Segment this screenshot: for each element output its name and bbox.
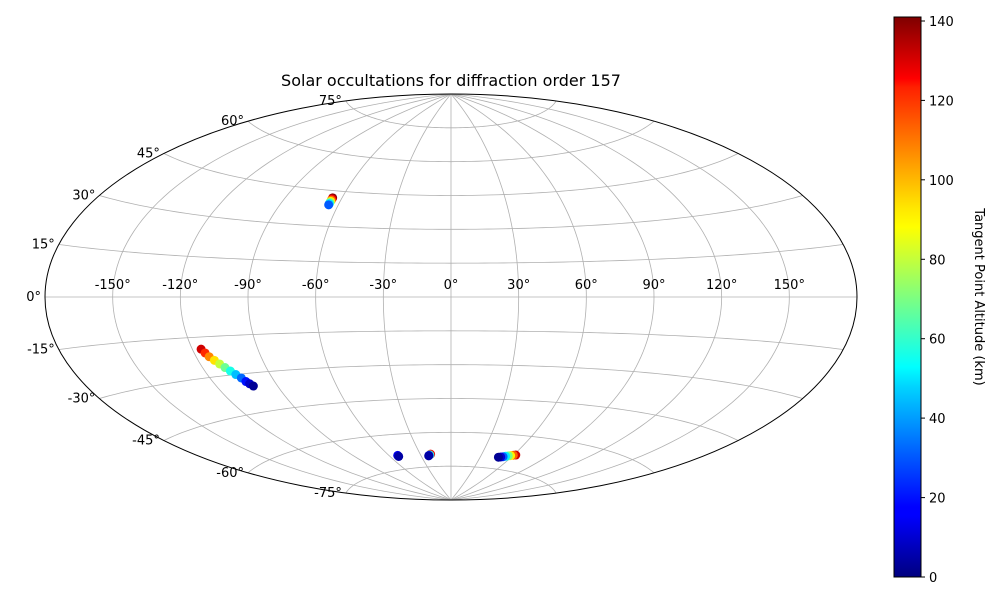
- occultation-track: [196, 344, 258, 391]
- parallel-line: [58, 330, 844, 350]
- parallel-line: [247, 120, 655, 163]
- latitude-tick-labels: 75° 60° 45° 30° 15° 0° -15° -30° -45° -60° -75°: [26, 94, 342, 501]
- parallel-line: [345, 465, 557, 494]
- longitude-tick-label: -150°: [95, 278, 131, 293]
- occultation-track: [424, 449, 436, 461]
- latitude-tick-label: -60°: [216, 466, 244, 481]
- data-point: [424, 451, 434, 461]
- parallel-line: [247, 431, 655, 474]
- colorbar-tick-label: 100: [929, 174, 954, 189]
- longitude-tick-label: -30°: [369, 278, 397, 293]
- longitude-tick-label: 120°: [706, 278, 737, 293]
- latitude-tick-label: -15°: [27, 343, 55, 358]
- colorbar-gradient: [893, 16, 922, 578]
- colorbar-ticks: 0 20 40 60 80 100 120 140: [921, 15, 954, 586]
- colorbar-tick-label: 80: [929, 253, 946, 268]
- longitude-tick-label: -60°: [302, 278, 330, 293]
- data-point: [394, 451, 404, 461]
- colorbar-tick-label: 60: [929, 333, 946, 348]
- longitude-tick-label: 150°: [774, 278, 805, 293]
- latitude-tick-label: -75°: [314, 486, 342, 501]
- map-boundary: [44, 93, 858, 501]
- colorbar-tick-label: 120: [929, 94, 954, 109]
- longitude-tick-label: 60°: [575, 278, 598, 293]
- latitude-tick-label: 45°: [137, 147, 160, 162]
- longitude-tick-label: 90°: [642, 278, 665, 293]
- colorbar-tick-label: 20: [929, 492, 946, 507]
- latitude-tick-label: -45°: [132, 434, 160, 449]
- parallel-line: [163, 153, 739, 196]
- parallel-line: [58, 244, 844, 264]
- occultation-track: [393, 450, 404, 461]
- parallel-line: [163, 398, 739, 441]
- latitude-tick-label: 30°: [72, 189, 95, 204]
- data-points: [196, 193, 521, 462]
- latitude-tick-label: 60°: [221, 114, 244, 129]
- latitude-tick-label: -30°: [68, 392, 96, 407]
- longitude-tick-label: -90°: [234, 278, 262, 293]
- parallel-line: [345, 100, 557, 129]
- map-grid: [45, 94, 857, 500]
- latitude-tick-label: 0°: [26, 290, 41, 305]
- data-point: [248, 381, 258, 391]
- parallel-line: [99, 364, 803, 399]
- longitude-tick-label: 30°: [507, 278, 530, 293]
- parallel-line: [99, 195, 803, 230]
- colorbar-label: Tangent Point Altitude (km): [971, 207, 986, 385]
- latitude-tick-label: 15°: [32, 238, 55, 253]
- occultation-track: [324, 193, 338, 210]
- longitude-tick-label: -120°: [162, 278, 198, 293]
- colorbar-tick-label: 40: [929, 412, 946, 427]
- latitude-tick-label: 75°: [319, 94, 342, 109]
- chart-title: Solar occultations for diffraction order…: [281, 71, 621, 90]
- occultation-track: [493, 450, 521, 462]
- data-point: [324, 200, 334, 210]
- colorbar-tick-label: 0: [929, 571, 937, 586]
- colorbar-tick-label: 140: [929, 15, 954, 30]
- longitude-tick-label: 0°: [444, 278, 459, 293]
- colorbar: 0 20 40 60 80 100 120 140 Tangent Point Altitud…: [893, 15, 986, 586]
- data-point: [493, 452, 503, 462]
- longitude-tick-labels: -150° -120° -90° -60° -30° 0° 30° 60° 90° 120° 150…: [95, 278, 805, 293]
